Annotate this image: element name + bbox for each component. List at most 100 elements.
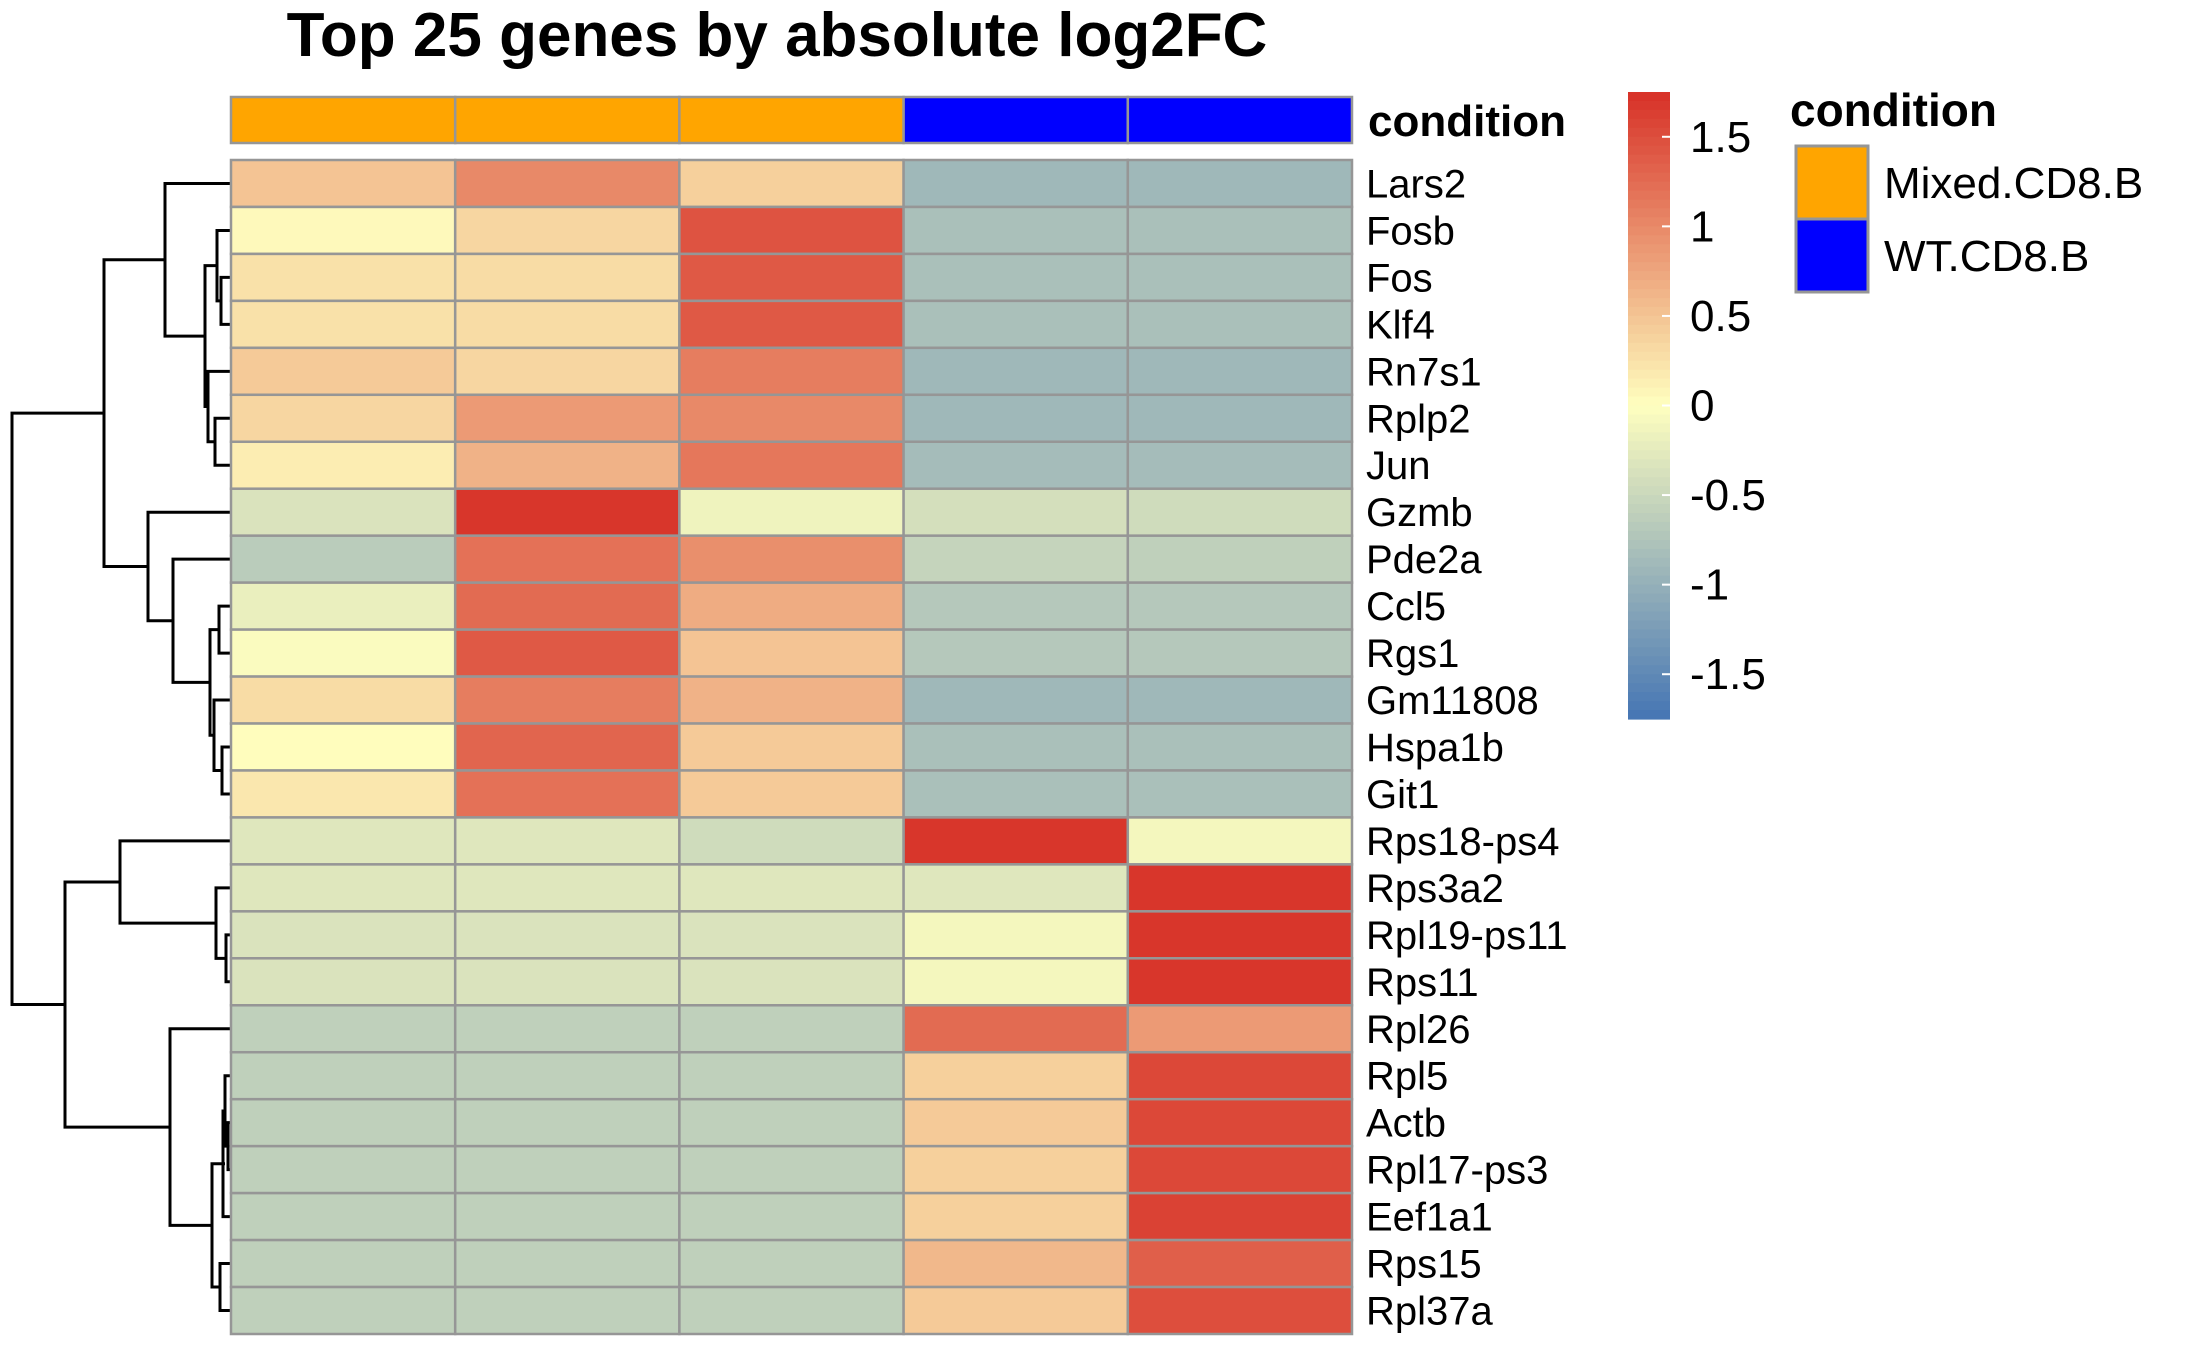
colorbar-segment [1628, 683, 1670, 693]
colorbar-tick-label: 1 [1690, 202, 1714, 251]
dendrogram-branch [171, 557, 231, 684]
row-dendrogram [10, 181, 231, 1313]
heatmap-cells [229, 158, 1354, 1336]
colorbar-segment [1628, 136, 1670, 147]
colorbar-segment [1628, 521, 1670, 532]
dendrogram-branch [10, 411, 104, 1007]
colorbar-tick-label: -1 [1690, 561, 1729, 610]
heatmap-cell [1126, 957, 1354, 1007]
heatmap-cell [1126, 1097, 1354, 1148]
heatmap-cell [902, 1097, 1130, 1148]
colorbar-segment [1628, 280, 1670, 290]
colorbar-segment [1628, 710, 1670, 720]
colorbar [1628, 92, 1670, 720]
heatmap-cell [229, 1144, 457, 1195]
colorbar-segment [1628, 450, 1670, 460]
heatmap-cell [453, 910, 681, 960]
colorbar-segment [1628, 629, 1670, 639]
colorbar-segment [1628, 620, 1670, 631]
colorbar-segment [1628, 701, 1670, 711]
colorbar-segment [1628, 262, 1670, 272]
colorbar-tick-label: 1.5 [1690, 113, 1751, 162]
colorbar-segment [1628, 495, 1670, 505]
colorbar-segment [1628, 557, 1670, 568]
heatmap-cell [678, 957, 905, 1007]
heatmap-cell [678, 675, 905, 725]
heatmap-cell [229, 158, 457, 209]
annotation-cell [453, 95, 681, 145]
heatmap-cell [229, 769, 457, 819]
colorbar-segment [1628, 414, 1670, 425]
heatmap-cell [678, 440, 905, 490]
colorbar-segment [1628, 360, 1670, 371]
row-label: Rpl19-ps11 [1366, 914, 1568, 958]
heatmap-cell [229, 1238, 457, 1289]
row-label: Rgs1 [1366, 632, 1459, 676]
annotation-label: condition [1368, 97, 1566, 146]
heatmap-cell [678, 487, 905, 537]
legend-label: Mixed.CD8.B [1884, 159, 2143, 208]
colorbar-segment [1628, 190, 1670, 201]
colorbar-segment [1628, 324, 1670, 335]
colorbar-segment [1628, 692, 1670, 702]
heatmap-cell [678, 534, 905, 584]
heatmap-cell [902, 534, 1130, 584]
colorbar-segment [1628, 92, 1670, 102]
heatmap-cell [229, 440, 457, 490]
heatmap-cell [229, 910, 457, 960]
heatmap-cell [229, 1097, 457, 1148]
colorbar-segment [1628, 477, 1670, 487]
colorbar-segment [1628, 208, 1670, 218]
row-label: Git1 [1366, 773, 1439, 817]
heatmap-cell [1126, 1050, 1354, 1101]
colorbar-segment [1628, 118, 1670, 129]
heatmap-cell [1126, 393, 1354, 444]
heatmap-cell [453, 1050, 681, 1101]
colorbar-segment [1628, 100, 1670, 111]
annotation-cell [678, 95, 905, 145]
chart-title: Top 25 genes by absolute log2FC [287, 1, 1268, 70]
heatmap-cell [1126, 299, 1354, 350]
colorbar-segment [1628, 226, 1670, 236]
heatmap-cell [1126, 252, 1354, 303]
heatmap-cell [902, 393, 1130, 444]
colorbar-segment [1628, 271, 1670, 281]
heatmap-cell [678, 346, 905, 397]
heatmap-cell [678, 1238, 905, 1289]
row-label: Rpl17-ps3 [1366, 1149, 1548, 1193]
colorbar-segment [1628, 432, 1670, 442]
colorbar-segment [1628, 638, 1670, 648]
dendrogram-branch [213, 416, 231, 467]
heatmap-cell [453, 628, 681, 678]
heatmap-cell [229, 628, 457, 678]
colorbar-segment [1628, 289, 1670, 299]
heatmap-cell [902, 1050, 1130, 1101]
dendrogram-branch [146, 510, 231, 623]
heatmap-cell [1126, 534, 1354, 584]
colorbar-segment [1628, 378, 1670, 389]
row-label: Fos [1366, 256, 1433, 300]
colorbar-segment [1628, 468, 1670, 478]
colorbar-segment [1628, 127, 1670, 138]
row-label: Rpl5 [1366, 1055, 1448, 1099]
heatmap-cell [678, 910, 905, 960]
colorbar-tick-label: 0.5 [1690, 292, 1751, 341]
legend-swatch [1794, 217, 1870, 294]
colorbar-segment [1628, 512, 1670, 523]
heatmap-cell [453, 1238, 681, 1289]
colorbar-segment [1628, 674, 1670, 684]
heatmap-cell [229, 299, 457, 350]
heatmap-cell [678, 1097, 905, 1148]
colorbar-segment [1628, 387, 1670, 398]
heatmap-cell [1126, 1004, 1354, 1054]
dendrogram-branch [118, 839, 231, 925]
colorbar-segment [1628, 333, 1670, 344]
heatmap-cell [902, 158, 1130, 209]
colorbar-segment [1628, 504, 1670, 514]
row-label: Gm11808 [1366, 679, 1539, 723]
heatmap-cell [453, 1285, 681, 1336]
annotation-cell [902, 95, 1130, 145]
colorbar-segment [1628, 441, 1670, 451]
heatmap-cell [902, 252, 1130, 303]
colorbar-segment [1628, 163, 1670, 174]
